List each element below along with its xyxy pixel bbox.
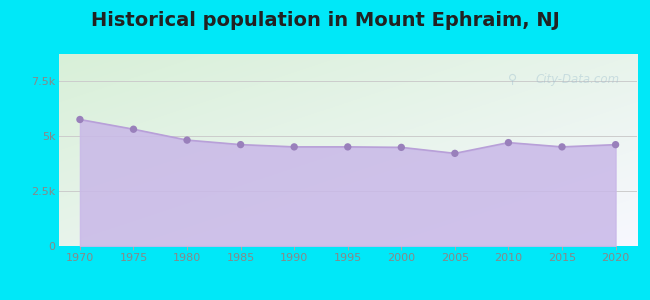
Text: ⚲: ⚲ — [508, 73, 517, 86]
Point — [128, 127, 138, 132]
Point — [343, 145, 353, 149]
Text: Historical population in Mount Ephraim, NJ: Historical population in Mount Ephraim, … — [90, 11, 560, 31]
Point — [182, 138, 192, 142]
Point — [235, 142, 246, 147]
Point — [503, 140, 514, 145]
Point — [557, 145, 567, 149]
Point — [396, 145, 406, 150]
Point — [289, 145, 300, 149]
Point — [75, 117, 85, 122]
Point — [450, 151, 460, 156]
Text: City-Data.com: City-Data.com — [536, 73, 619, 86]
Point — [610, 142, 621, 147]
